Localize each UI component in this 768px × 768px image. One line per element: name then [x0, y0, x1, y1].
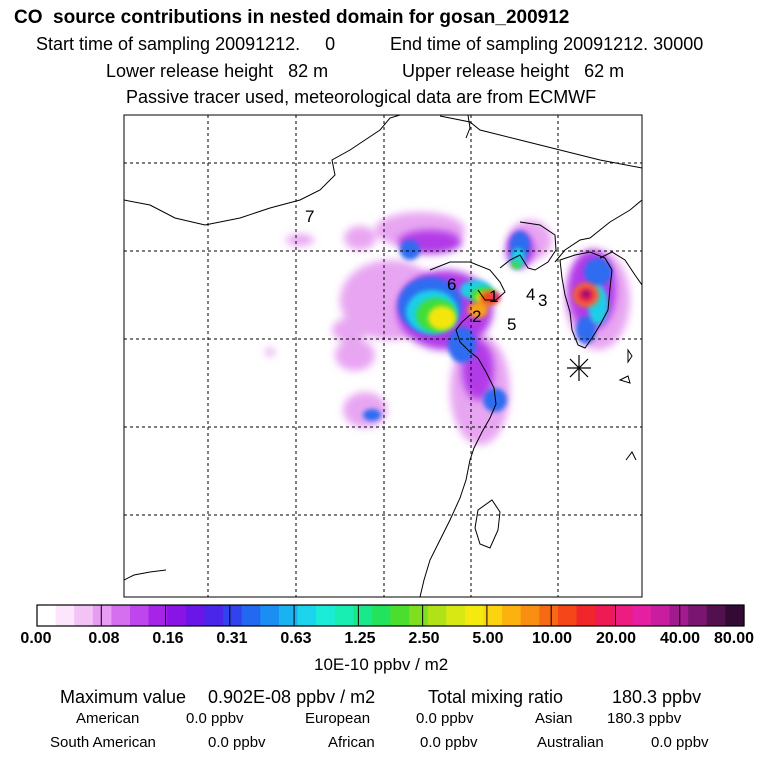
colorbar-swatch — [92, 605, 113, 626]
colorbar-swatch — [688, 605, 708, 626]
colorbar-swatch — [595, 605, 615, 626]
colorbar-swatch — [390, 605, 410, 626]
source-label-2: 2 — [472, 307, 481, 326]
colorbar-swatch — [446, 605, 466, 626]
chart-title: CO source contributions in nested domain… — [14, 7, 570, 28]
colorbar-swatch — [278, 605, 299, 626]
colorbar-tick-7: 5.00 — [472, 630, 504, 647]
plume-field — [265, 212, 630, 445]
lower-release-label: Lower release height 82 m — [106, 61, 329, 81]
colorbar-swatch — [427, 605, 447, 626]
colorbar-swatch — [669, 605, 689, 626]
region-value-european: 0.0 ppbv — [416, 710, 474, 727]
region-name-asian: Asian — [535, 710, 573, 727]
region-name-american: American — [76, 710, 140, 727]
colorbar-swatch — [632, 605, 652, 626]
source-label-3: 3 — [538, 291, 547, 310]
region-name-european: European — [305, 710, 371, 727]
colorbar-units: 10E-10 ppbv / m2 — [314, 655, 449, 674]
coastlines — [124, 115, 642, 597]
map-frame — [123, 114, 643, 598]
colorbar-swatch — [204, 605, 224, 626]
colorbar-tick-11: 80.00 — [713, 630, 755, 647]
colorbar-swatch — [130, 605, 150, 626]
colorbar-tick-4: 0.63 — [280, 630, 312, 647]
region-value-african: 0.0 ppbv — [420, 734, 478, 751]
colorbar-swatch — [464, 605, 485, 626]
colorbar-swatch — [167, 605, 187, 626]
colorbar-swatch — [241, 605, 261, 626]
upper-release-label: Upper release height 62 m — [402, 61, 625, 81]
colorbar-swatch — [650, 605, 671, 626]
receptor-star-icon — [567, 355, 591, 381]
region-value-asian: 180.3 ppbv — [607, 710, 682, 727]
max-value-label: Maximum value — [60, 687, 187, 707]
source-label-4: 4 — [526, 285, 535, 304]
colorbar-swatch — [409, 605, 429, 626]
colorbar-tick-8: 10.00 — [531, 630, 573, 647]
colorbar-tick-9: 20.00 — [595, 630, 637, 647]
colorbar-swatch — [539, 605, 559, 626]
colorbar-swatch — [111, 605, 131, 626]
region-name-south-american: South American — [50, 734, 156, 751]
colorbar-swatch — [148, 605, 168, 626]
colorbar-swatch — [557, 605, 578, 626]
colorbar-tick-5: 1.25 — [344, 630, 376, 647]
colorbar-swatch — [334, 605, 354, 626]
colorbar-swatch — [185, 605, 206, 626]
colorbar-swatch — [613, 605, 633, 626]
colorbar-tick-3: 0.31 — [216, 630, 248, 647]
colorbar-swatch — [297, 605, 317, 626]
source-label-1: 1 — [489, 287, 498, 306]
colorbar-swatch — [371, 605, 392, 626]
colorbar-swatch — [520, 605, 540, 626]
tracer-note: Passive tracer used, meteorological data… — [126, 87, 597, 107]
plume-hotspots — [468, 283, 599, 318]
region-value-australian: 0.0 ppbv — [651, 734, 709, 751]
total-mixing-label: Total mixing ratio — [428, 687, 564, 707]
colorbar-swatch — [223, 605, 243, 626]
colorbar-swatch — [483, 605, 503, 626]
colorbar-swatch — [316, 605, 336, 626]
total-mixing-value: 180.3 ppbv — [612, 687, 702, 707]
colorbar-swatch — [576, 605, 596, 626]
colorbar-tick-0: 0.00 — [20, 630, 52, 647]
colorbar-swatch — [502, 605, 522, 626]
colorbar-swatch — [37, 605, 57, 626]
colorbar-swatch — [725, 605, 745, 626]
colorbar-swatch — [55, 605, 75, 626]
graticule — [124, 115, 642, 597]
sampling-start-label: Start time of sampling 20091212. 0 — [36, 34, 336, 54]
source-label-5: 5 — [507, 315, 516, 334]
colorbar-swatch — [706, 605, 726, 626]
colorbar-swatch — [74, 605, 94, 626]
region-value-south-american: 0.0 ppbv — [208, 734, 266, 751]
colorbar-tick-2: 0.16 — [152, 630, 184, 647]
colorbar-tick-1: 0.08 — [88, 630, 120, 647]
source-label-7: 7 — [305, 207, 314, 226]
colorbar-frame — [36, 604, 745, 627]
region-value-american: 0.0 ppbv — [186, 710, 244, 727]
source-label-6: 6 — [447, 275, 456, 294]
colorbar-swatch — [353, 605, 373, 626]
colorbar-swatch — [260, 605, 280, 626]
colorbar-tick-10: 40.00 — [659, 630, 701, 647]
region-name-african: African — [328, 734, 375, 751]
region-name-australian: Australian — [537, 734, 604, 751]
colorbar-tick-6: 2.50 — [408, 630, 440, 647]
colorbar — [36, 604, 745, 627]
sampling-end-label: End time of sampling 20091212. 30000 — [390, 34, 704, 54]
max-value: 0.902E-08 ppbv / m2 — [208, 687, 376, 707]
